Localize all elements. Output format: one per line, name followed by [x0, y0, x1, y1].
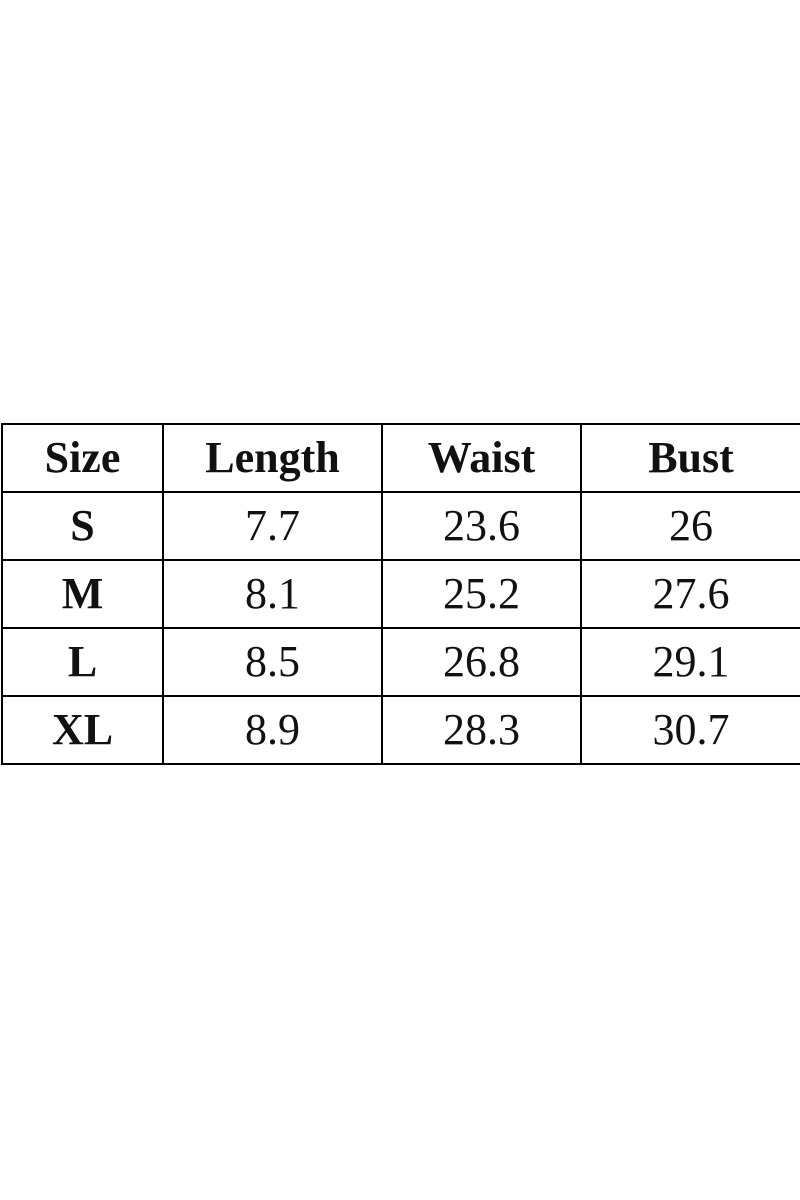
table-row: M 8.1 25.2 27.6	[1, 559, 800, 629]
value-cell: 7.7	[162, 491, 383, 561]
size-table: Size Length Waist Bust S 7.7 23.6 26 M 8.1 25.2 27…	[1, 423, 800, 765]
header-cell: Bust	[580, 423, 800, 493]
table-row: S 7.7 23.6 26	[1, 491, 800, 561]
value-cell: 26.8	[381, 627, 582, 697]
table-header: Size Length Waist Bust	[1, 423, 800, 493]
header-cell: Waist	[381, 423, 582, 493]
value-cell: 30.7	[580, 695, 800, 765]
value-cell: 8.9	[162, 695, 383, 765]
value-cell: 23.6	[381, 491, 582, 561]
value-cell: 28.3	[381, 695, 582, 765]
header-cell: Length	[162, 423, 383, 493]
value-cell: 27.6	[580, 559, 800, 629]
header-cell: Size	[1, 423, 164, 493]
size-cell: M	[1, 559, 164, 629]
value-cell: 8.1	[162, 559, 383, 629]
value-cell: 8.5	[162, 627, 383, 697]
value-cell: 29.1	[580, 627, 800, 697]
size-cell: S	[1, 491, 164, 561]
value-cell: 26	[580, 491, 800, 561]
table-row: L 8.5 26.8 29.1	[1, 627, 800, 697]
table-row: XL 8.9 28.3 30.7	[1, 695, 800, 765]
value-cell: 25.2	[381, 559, 582, 629]
table-body: S 7.7 23.6 26 M 8.1 25.2 27.6 L 8.5 26.8 29.1 XL 8.9 2…	[1, 491, 800, 765]
size-cell: L	[1, 627, 164, 697]
size-cell: XL	[1, 695, 164, 765]
header-row: Size Length Waist Bust	[1, 423, 800, 493]
